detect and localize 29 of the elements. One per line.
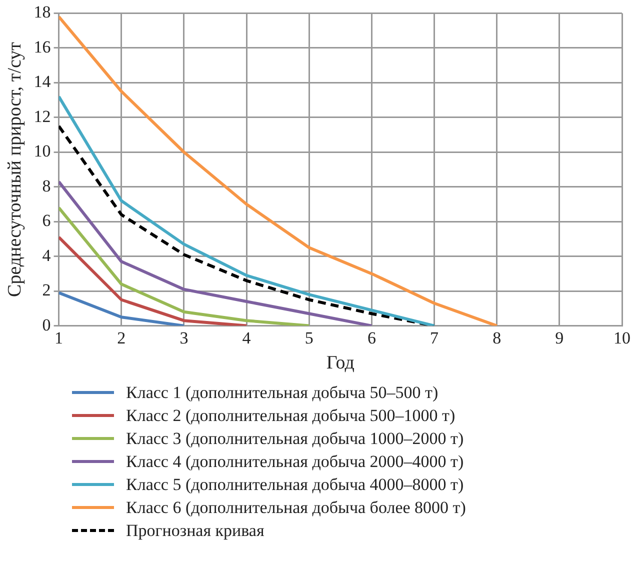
y-tick-label: 8 <box>42 176 51 196</box>
x-tick-label: 10 <box>614 328 630 348</box>
y-tick-label: 18 <box>34 2 51 22</box>
x-tick-label: 7 <box>430 328 440 348</box>
legend-label: Класс 6 (дополнительная добыча более 8000 т) <box>126 498 466 518</box>
legend-label: Класс 1 (дополнительная добыча 50–500 т) <box>126 382 438 402</box>
y-tick-label: 12 <box>34 106 51 126</box>
legend-label: Класс 3 (дополнительная добыча 1000–2000 т) <box>126 428 464 448</box>
legend-label: Класс 2 (дополнительная добыча 500–1000 т) <box>126 406 456 426</box>
legend-label: Класс 5 (дополнительная добыча 4000–8000 т) <box>126 474 464 494</box>
legend-label: Класс 4 (дополнительная добыча 2000–4000 т) <box>126 452 464 472</box>
y-tick-label: 14 <box>34 72 52 92</box>
x-tick-label: 1 <box>54 328 64 348</box>
y-axis-title: Среднесуточный прирост, т/сут <box>4 41 26 297</box>
x-axis-title: Год <box>326 352 355 374</box>
x-tick-label: 2 <box>117 328 126 348</box>
y-tick-label: 6 <box>42 211 51 230</box>
x-tick-label: 9 <box>555 328 564 348</box>
x-tick-label: 5 <box>304 328 314 348</box>
legend-label: Прогнозная кривая <box>126 520 264 540</box>
x-tick-label: 8 <box>492 328 502 348</box>
y-tick-label: 10 <box>34 142 51 161</box>
y-tick-label: 16 <box>34 37 51 56</box>
y-tick-label: 2 <box>42 280 51 300</box>
x-tick-label: 4 <box>242 328 252 348</box>
y-tick-label: 4 <box>42 246 52 265</box>
y-tick-label: 0 <box>42 315 51 334</box>
x-tick-label: 3 <box>180 328 188 348</box>
x-tick-label: 6 <box>367 328 376 348</box>
